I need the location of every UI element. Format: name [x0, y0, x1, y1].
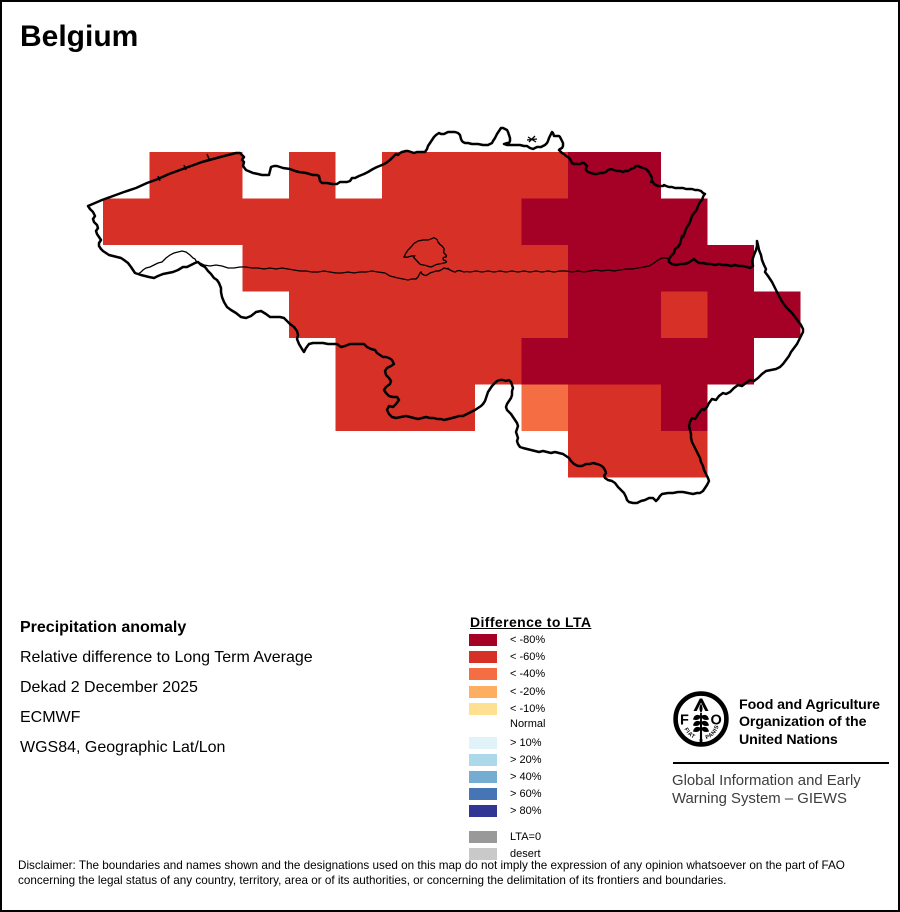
svg-text:O: O [711, 713, 722, 729]
svg-text:F: F [680, 713, 689, 729]
